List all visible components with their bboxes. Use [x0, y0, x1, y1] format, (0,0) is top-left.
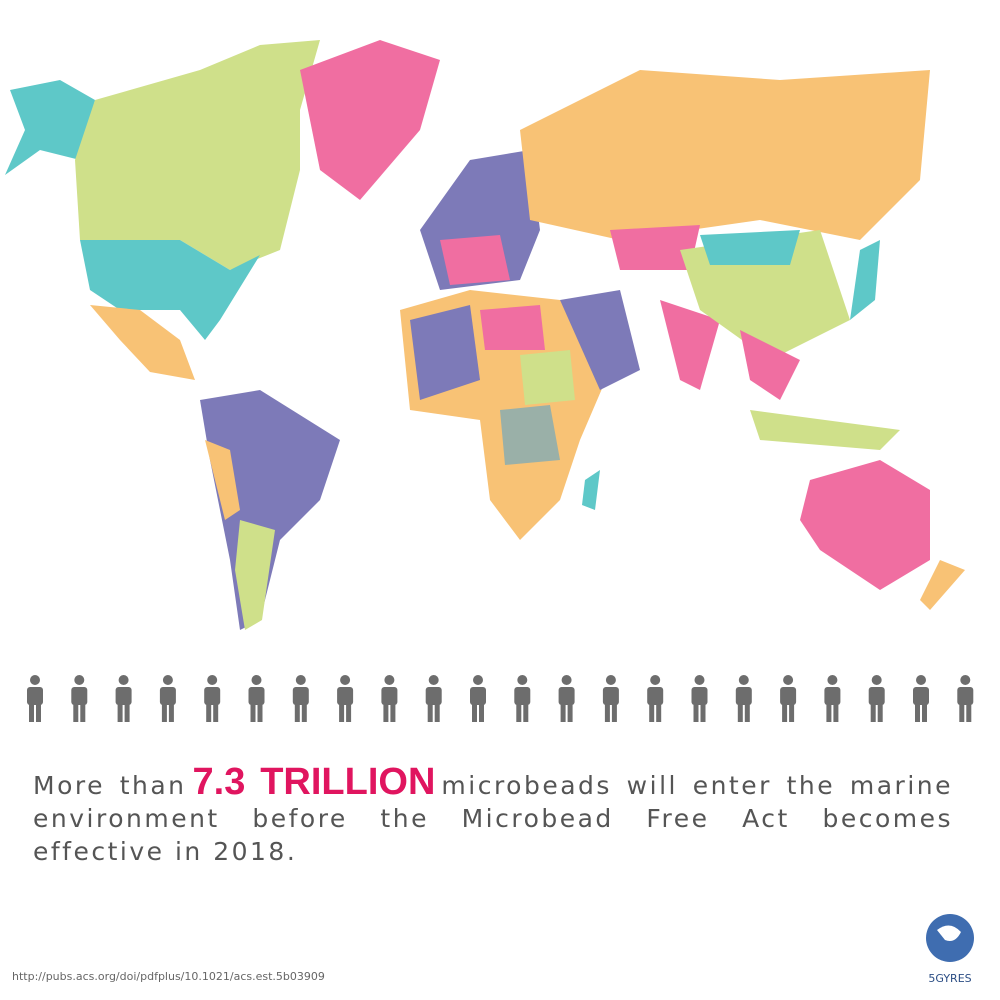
country [740, 330, 800, 400]
country [480, 305, 545, 350]
country [520, 350, 575, 405]
person-icon [647, 675, 664, 722]
country [410, 305, 480, 400]
country [80, 240, 260, 340]
person-icon [957, 675, 974, 722]
person-icon [204, 675, 221, 722]
person-icon [602, 675, 619, 722]
country [800, 460, 930, 590]
person-icon [868, 675, 885, 722]
country [5, 80, 95, 175]
person-icon [248, 675, 265, 722]
country [440, 235, 510, 285]
country [920, 560, 965, 610]
country [560, 290, 640, 390]
country [205, 440, 240, 520]
person-icon [780, 675, 797, 722]
country [300, 40, 440, 200]
country [200, 390, 340, 630]
statement-rest: microbeads will enter the marine environ… [33, 771, 954, 866]
person-icon [292, 675, 309, 722]
country [582, 470, 600, 510]
person-icon [470, 675, 486, 722]
person-icon [558, 675, 575, 722]
person-icon [381, 675, 398, 722]
people-row [27, 675, 974, 722]
person-icon [514, 675, 531, 722]
country [75, 40, 320, 270]
person-icon [735, 675, 752, 722]
person-icon [691, 675, 708, 722]
world-map [5, 40, 965, 630]
person-icon [824, 675, 841, 722]
country [500, 405, 560, 465]
country [700, 230, 800, 265]
person-icon [27, 675, 43, 722]
statement-lead: More than [33, 771, 187, 800]
country [610, 225, 700, 270]
person-icon [913, 675, 929, 722]
country [850, 240, 880, 320]
person-icon [71, 675, 88, 722]
statement-highlight: 7.3 TRILLION [192, 761, 436, 803]
country [520, 70, 930, 240]
person-icon [159, 675, 176, 722]
statement: More than 7.3 TRILLION microbeads will ent… [33, 763, 954, 868]
person-icon [115, 675, 132, 722]
country [90, 305, 195, 380]
country [660, 300, 720, 390]
logo-text: 5GYRES [928, 972, 971, 985]
logo-land [937, 925, 961, 941]
source-url: http://pubs.acs.org/doi/pdfplus/10.1021/… [12, 970, 325, 983]
person-icon [425, 675, 442, 722]
logo: 5GYRES [926, 914, 974, 985]
country [750, 410, 900, 450]
person-icon [337, 675, 354, 722]
country [235, 520, 275, 630]
